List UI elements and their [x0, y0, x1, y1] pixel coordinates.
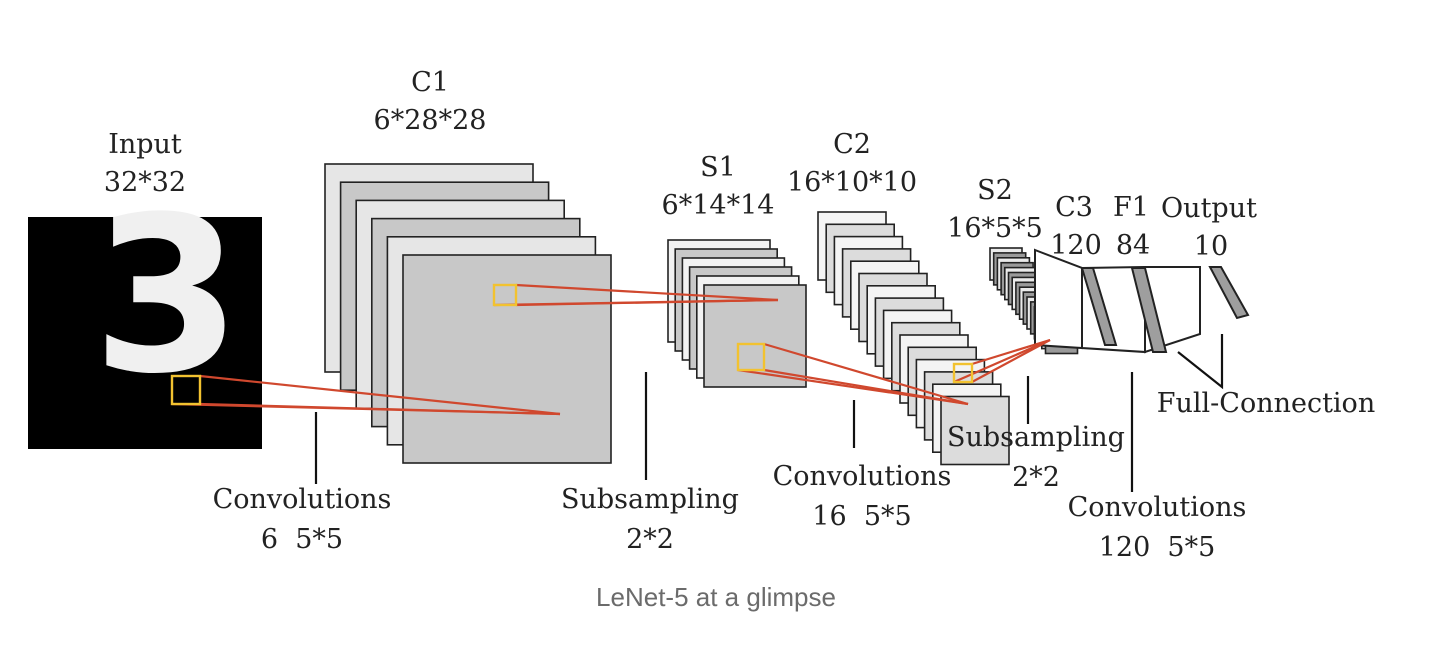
c2-feature-map [940, 395, 1010, 466]
kernel-box [736, 342, 766, 372]
c1-title: C1 [411, 67, 449, 98]
connector-line [171, 402, 561, 416]
connector-line [199, 374, 561, 416]
conv3-detail: 120 5*5 [1099, 532, 1216, 563]
conv2-name: Convolutions [773, 461, 952, 492]
c2-size: 16*10*10 [787, 167, 917, 198]
c1-size: 6*28*28 [374, 105, 487, 136]
conv1-name: Convolutions [213, 484, 392, 515]
c3-connector [1034, 248, 1083, 350]
conv1-detail: 6 5*5 [261, 524, 343, 555]
s1-size: 6*14*14 [662, 190, 775, 221]
connector-line [515, 283, 779, 302]
output-title: Output [1161, 193, 1257, 224]
c1-feature-map [402, 254, 612, 464]
connector-line [971, 338, 1051, 366]
pointer-lines [314, 334, 1224, 492]
input-image: 3 [28, 170, 262, 449]
conv2-detail: 16 5*5 [812, 501, 911, 532]
input-image-background [28, 217, 262, 449]
input-size: 32*32 [104, 167, 186, 198]
s2-title: S2 [977, 175, 1013, 206]
c3-layer [1080, 267, 1118, 346]
connector-line [763, 342, 969, 406]
s2-size: 16*5*5 [947, 213, 1043, 244]
kernel-box [170, 374, 202, 406]
sub2-detail: 2*2 [1012, 462, 1060, 493]
full-connection-bracket [1177, 334, 1224, 390]
c2-title: C2 [833, 129, 871, 160]
output-size: 10 [1194, 231, 1228, 262]
sub1-detail: 2*2 [626, 524, 674, 555]
connector-line [953, 338, 1051, 384]
kernel-box [492, 283, 518, 307]
s1-title: S1 [700, 152, 736, 183]
c3-title: C3 [1055, 192, 1093, 223]
output-layer [1208, 266, 1250, 320]
figure-caption: LeNet-5 at a glimpse [596, 582, 836, 612]
connector-line [737, 368, 969, 406]
input-title: Input [108, 129, 182, 160]
f1-title: F1 [1113, 192, 1149, 223]
input-digit: 3 [92, 170, 242, 421]
connector-line [971, 339, 1051, 383]
fully-connected-section [1034, 248, 1250, 354]
c3-size: 120 [1050, 230, 1102, 261]
f1-size: 84 [1116, 230, 1150, 261]
connector-line [493, 298, 779, 307]
full-connection-label: Full-Connection [1157, 388, 1375, 419]
sub2-name: Subsampling [947, 422, 1125, 453]
sub1-name: Subsampling [561, 484, 739, 515]
kernel-box [952, 362, 974, 384]
receptive-field-connections [170, 283, 1051, 416]
f1-layer [1130, 267, 1168, 353]
conv3-name: Convolutions [1068, 492, 1247, 523]
